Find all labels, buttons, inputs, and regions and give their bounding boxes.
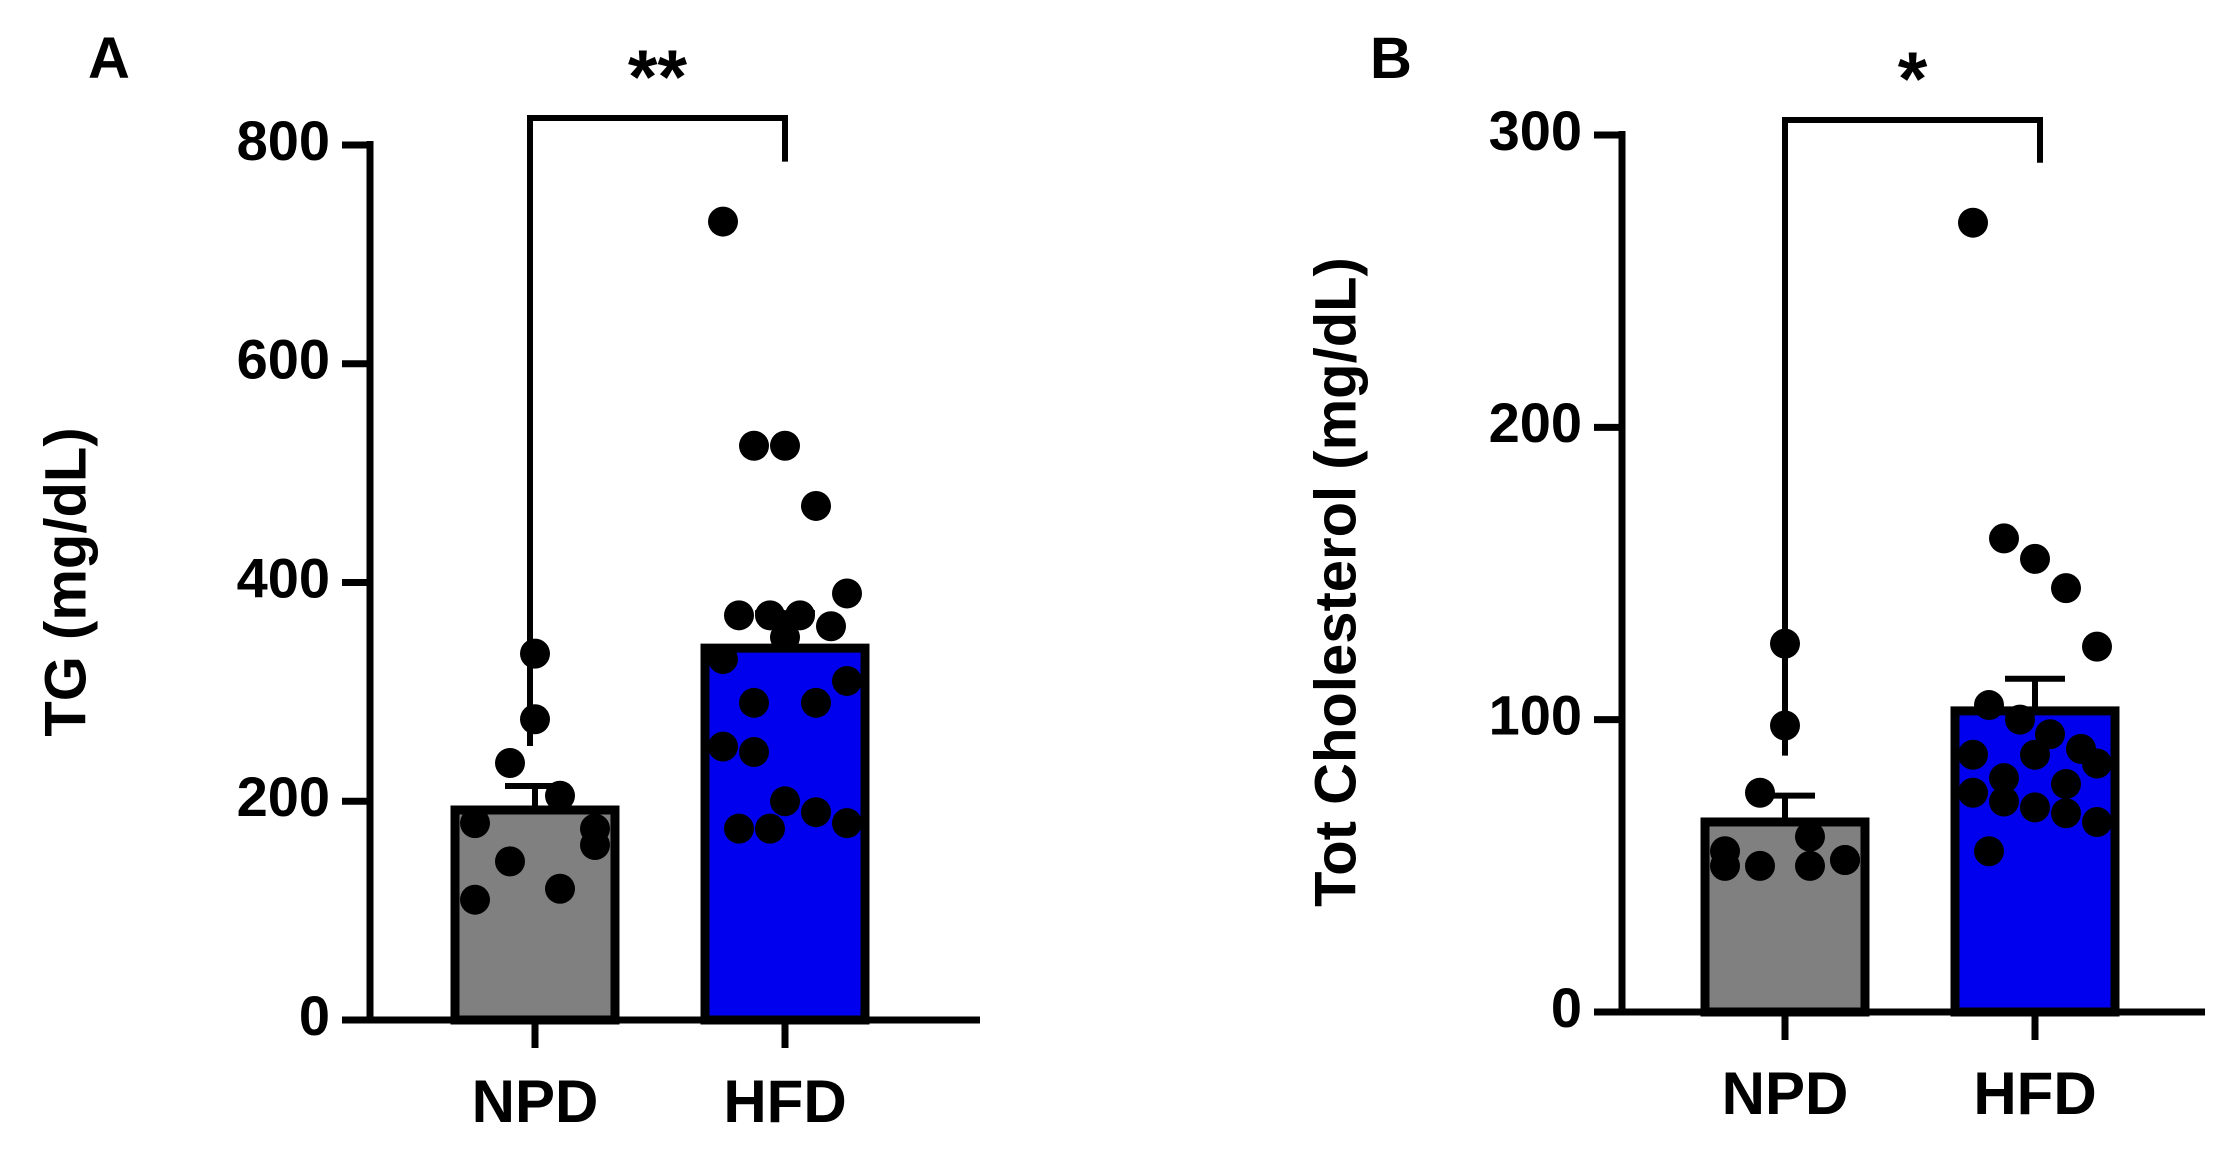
data-point xyxy=(495,846,525,877)
data-point xyxy=(739,430,769,461)
significance-label: ** xyxy=(628,35,688,120)
x-category-label-hfd: HFD xyxy=(723,1068,846,1135)
data-point xyxy=(2051,573,2081,604)
data-point xyxy=(2082,806,2112,837)
data-point xyxy=(1795,821,1825,852)
data-point xyxy=(2051,768,2081,799)
data-point xyxy=(801,490,831,521)
x-category-label-npd: NPD xyxy=(472,1068,599,1135)
data-point xyxy=(2020,543,2050,574)
data-point xyxy=(801,687,831,718)
data-point xyxy=(1710,850,1740,881)
data-point xyxy=(2020,739,2050,770)
data-point xyxy=(2082,631,2112,662)
data-point xyxy=(1958,739,1988,770)
y-tick-label: 0 xyxy=(1551,976,1582,1039)
data-point xyxy=(2005,704,2035,735)
data-point xyxy=(1795,850,1825,881)
data-point xyxy=(2082,748,2112,779)
data-point xyxy=(460,884,490,915)
data-point xyxy=(739,687,769,718)
data-point xyxy=(724,600,754,631)
y-tick-label: 600 xyxy=(237,328,330,391)
y-axis-title: TG (mg/dL) xyxy=(33,427,98,736)
data-point xyxy=(816,611,846,642)
data-point xyxy=(495,747,525,778)
data-point xyxy=(520,704,550,735)
y-tick-label: 400 xyxy=(237,546,330,609)
y-axis-title: Tot Cholesterol (mg/dL) xyxy=(1303,257,1368,907)
y-tick-label: 100 xyxy=(1489,683,1582,746)
x-category-label-hfd: HFD xyxy=(1973,1060,2096,1127)
y-tick-label: 200 xyxy=(237,765,330,828)
data-point xyxy=(724,813,754,844)
data-point xyxy=(832,578,862,609)
data-point xyxy=(545,873,575,904)
data-point xyxy=(832,808,862,839)
y-tick-label: 800 xyxy=(237,109,330,172)
data-point xyxy=(770,430,800,461)
panel-a: A TG (mg/dL) 0 200 400 600 800 NPD HFD ** xyxy=(33,26,980,1135)
significance-label: * xyxy=(1898,37,1928,122)
data-point xyxy=(708,206,738,237)
data-point xyxy=(1958,777,1988,808)
data-point xyxy=(1958,207,1988,238)
data-point xyxy=(832,665,862,696)
data-point xyxy=(1989,763,2019,794)
x-category-label-npd: NPD xyxy=(1722,1060,1849,1127)
significance-bracket xyxy=(527,115,788,746)
data-point xyxy=(708,644,738,675)
data-point xyxy=(739,737,769,768)
data-point xyxy=(2051,798,2081,829)
data-point xyxy=(2020,792,2050,823)
data-point xyxy=(1989,523,2019,554)
data-point xyxy=(1989,786,2019,817)
data-point xyxy=(801,797,831,828)
data-point xyxy=(1745,850,1775,881)
panel-label: A xyxy=(88,26,130,91)
y-tick-label: 200 xyxy=(1489,391,1582,454)
panel-label: B xyxy=(1370,26,1412,91)
y-tick-label: 300 xyxy=(1489,99,1582,162)
data-point xyxy=(755,813,785,844)
data-point xyxy=(770,786,800,817)
data-point xyxy=(708,731,738,762)
data-point xyxy=(520,638,550,669)
panel-b: B Tot Cholesterol (mg/dL) 0 100 200 300 NPD HFD… xyxy=(1303,26,2205,1127)
data-point xyxy=(580,830,610,860)
data-point xyxy=(1974,836,2004,867)
data-point xyxy=(1974,690,2004,721)
data-point xyxy=(1830,844,1860,875)
data-point xyxy=(460,808,490,839)
y-tick-label: 0 xyxy=(299,984,330,1047)
significance-bracket xyxy=(1782,117,2043,756)
